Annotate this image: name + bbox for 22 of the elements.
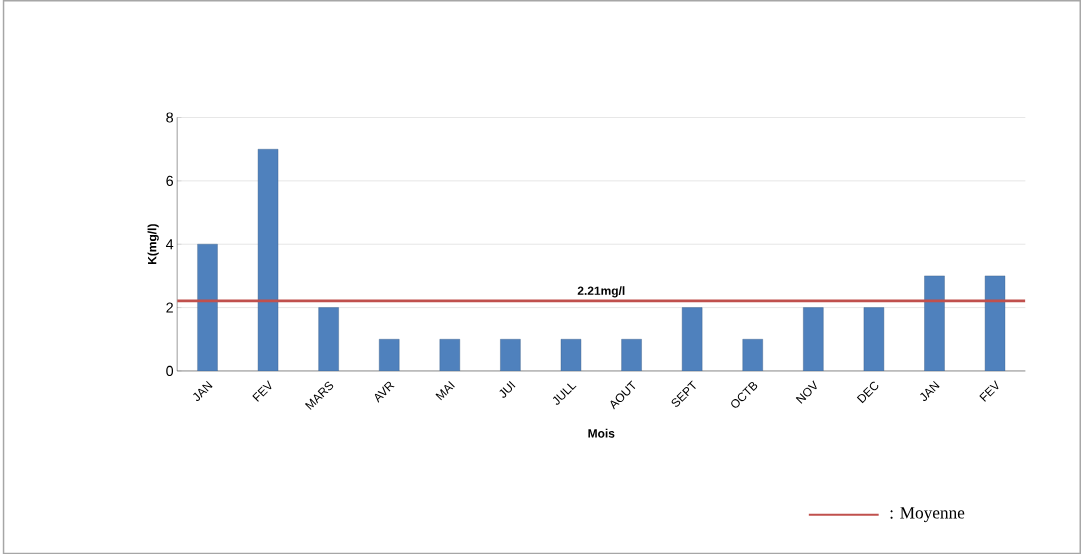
ref-line-label: 2.21mg/l: [577, 286, 625, 298]
y-axis-title: K(mg/l): [147, 224, 159, 264]
y-tick-label: 6: [166, 175, 174, 186]
x-tick-label: JUI: [499, 380, 516, 398]
x-tick-label: JAN: [193, 380, 213, 401]
x-tick-label: JAN: [920, 380, 940, 401]
bar: [621, 338, 642, 371]
bar: [439, 338, 460, 371]
y-tick-label: 8: [166, 112, 174, 123]
bar: [318, 307, 339, 371]
x-axis-title: Mois: [588, 428, 615, 438]
bar: [379, 338, 400, 371]
bar: [500, 338, 521, 371]
bar: [924, 275, 945, 371]
bar: [742, 338, 763, 371]
y-tick-label: 0: [166, 365, 174, 376]
text: : Moyenne: [890, 506, 965, 522]
bar: [803, 307, 824, 371]
y-tick-label: 4: [165, 239, 174, 250]
x-tick-label: MAI: [435, 380, 455, 401]
bar: [197, 243, 218, 371]
y-tick-label: 2: [166, 302, 173, 313]
